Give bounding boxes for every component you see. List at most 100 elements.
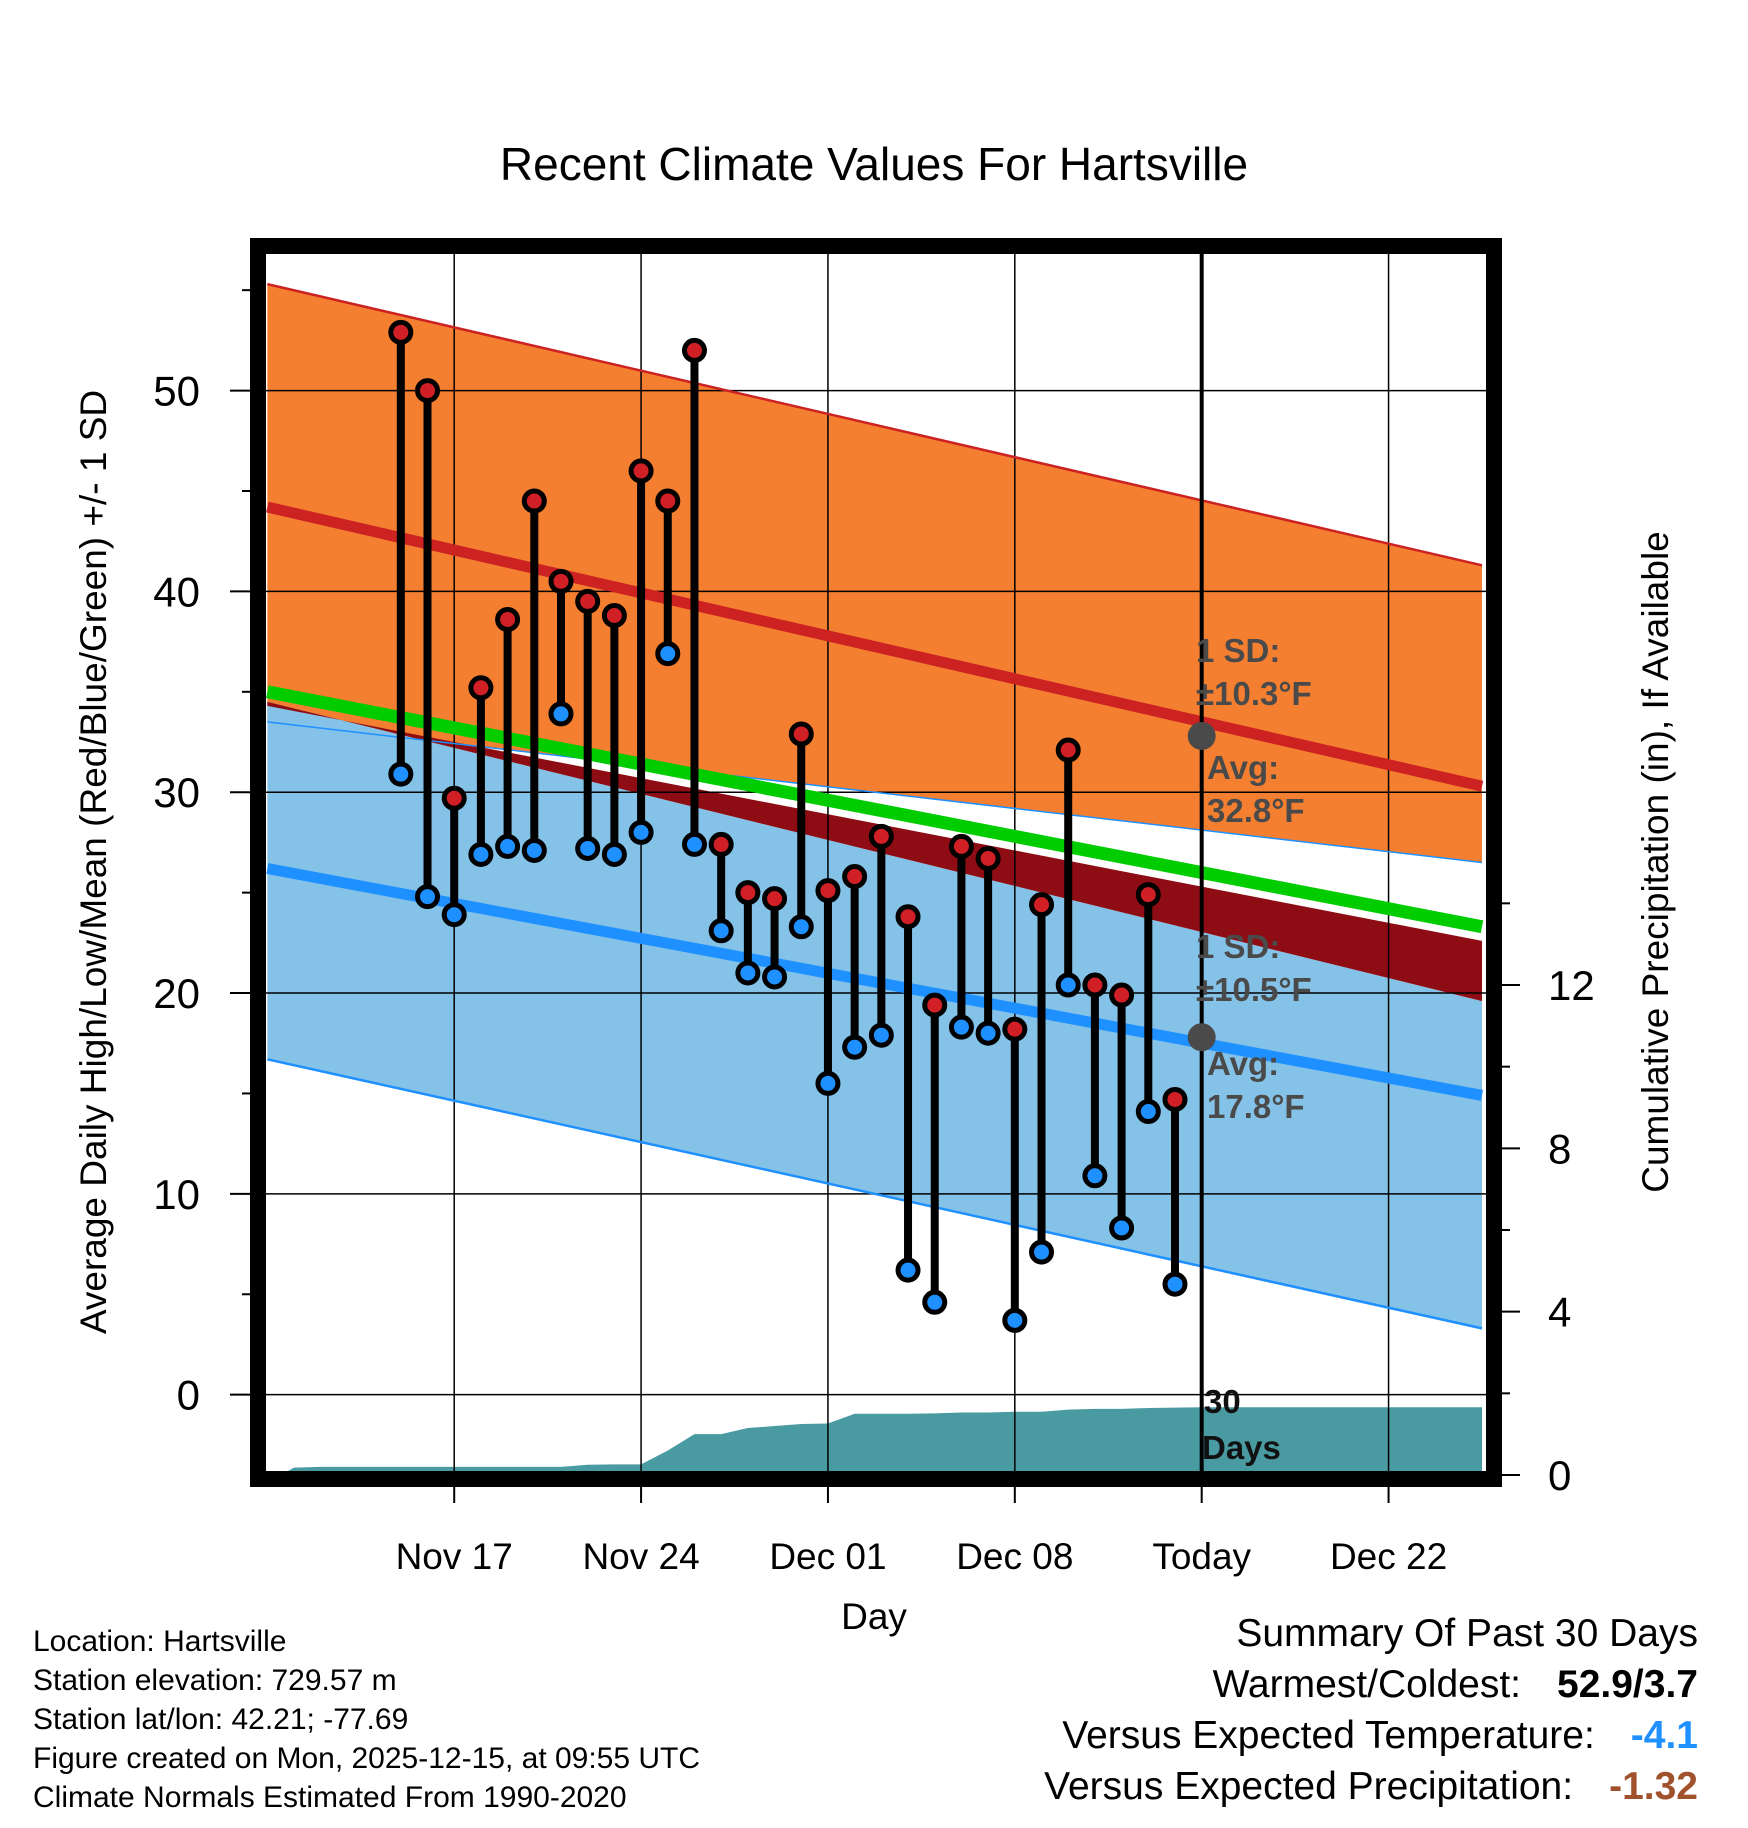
low-avg-value: 17.8°F <box>1207 1088 1305 1125</box>
y-tick-label: 30 <box>153 769 200 816</box>
high-point <box>548 568 574 594</box>
axes: 0 10 20 30 40 50 0 4 8 12 Nov 17 Nov 24 Dec 01 Dec 08… <box>153 289 1595 1577</box>
high-sd-label: 1 SD: <box>1196 632 1280 669</box>
low-point <box>735 960 761 986</box>
y2-tick-label: 0 <box>1548 1452 1571 1499</box>
high-point <box>922 992 948 1018</box>
high-point <box>441 785 467 811</box>
mean-avg-line <box>266 685 1484 934</box>
high-point <box>495 607 521 633</box>
low-point <box>468 841 494 867</box>
x-tick-label: Dec 01 <box>769 1536 886 1577</box>
observed-series <box>388 319 1188 1333</box>
y2-tick-label: 8 <box>1548 1125 1571 1172</box>
warm-cold-label: Warmest/Coldest: <box>1212 1663 1522 1706</box>
low-point <box>1055 972 1081 998</box>
today-markers <box>1187 721 1216 1052</box>
low-point <box>895 1257 921 1283</box>
y-axis-label: Average Daily High/Low/Mean (Red/Blue/Gr… <box>73 390 114 1334</box>
low-point <box>575 835 601 861</box>
precip-area <box>267 1407 1482 1475</box>
low-point <box>681 831 707 857</box>
low-point <box>1082 1163 1108 1189</box>
low-point <box>948 1014 974 1040</box>
high-point <box>975 845 1001 871</box>
low-sd-label: 1 SD: <box>1196 928 1280 965</box>
elevation-text: Station elevation: 729.57 m <box>33 1664 397 1697</box>
precip-label: Versus Expected Precipitation: <box>1044 1765 1574 1808</box>
precip-value: -1.32 <box>1609 1765 1698 1808</box>
high-point <box>521 488 547 514</box>
mean-band <box>267 701 1482 1002</box>
days-count-word: Days <box>1202 1429 1281 1466</box>
high-point <box>601 602 627 628</box>
low-point <box>1135 1099 1161 1125</box>
high-point <box>468 675 494 701</box>
days-count-number: 30 <box>1204 1383 1241 1420</box>
high-avg-label: Avg: <box>1207 749 1279 786</box>
x-axis-label: Day <box>841 1596 907 1637</box>
high-avg-value: 32.8°F <box>1207 792 1305 829</box>
y-tick-label: 0 <box>177 1372 200 1419</box>
high-point <box>762 886 788 912</box>
low-point <box>601 841 627 867</box>
low-point <box>1162 1271 1188 1297</box>
high-point <box>575 588 601 614</box>
low-lower-line <box>267 1058 1483 1330</box>
low-point <box>415 884 441 910</box>
x-tick-label: Nov 24 <box>582 1536 699 1577</box>
low-point <box>1109 1215 1135 1241</box>
high-point <box>655 488 681 514</box>
chart-title: Recent Climate Values For Hartsville <box>500 138 1248 190</box>
low-point <box>1002 1307 1028 1333</box>
high-point <box>1029 892 1055 918</box>
x-tick-label: Dec 08 <box>956 1536 1073 1577</box>
normals-text: Climate Normals Estimated From 1990-2020 <box>33 1781 627 1814</box>
low-point <box>548 701 574 727</box>
low-point <box>842 1034 868 1060</box>
summary-temp-row: Versus Expected Temperature: -4.1 <box>1044 1710 1698 1761</box>
x-tick-label: Nov 17 <box>396 1536 513 1577</box>
today-low-avg-marker <box>1187 1023 1216 1052</box>
normal-lines <box>266 250 1484 1475</box>
today-high-avg-marker <box>1187 721 1216 750</box>
location-text: Location: Hartsville <box>33 1625 287 1658</box>
low-point <box>441 902 467 928</box>
y-tick-label: 10 <box>153 1171 200 1218</box>
station-info: Location: Hartsville Station elevation: … <box>33 1622 700 1817</box>
high-point <box>815 878 841 904</box>
low-avg-label: Avg: <box>1207 1045 1279 1082</box>
low-point <box>628 819 654 845</box>
high-point <box>895 904 921 930</box>
low-point <box>975 1020 1001 1046</box>
low-point <box>708 918 734 944</box>
low-point <box>922 1289 948 1315</box>
low-point <box>788 914 814 940</box>
warm-cold-value: 52.9/3.7 <box>1557 1663 1698 1706</box>
x-tick-label: Dec 22 <box>1330 1536 1447 1577</box>
high-point <box>788 721 814 747</box>
high-point <box>1055 737 1081 763</box>
high-point <box>388 319 414 345</box>
high-point <box>735 880 761 906</box>
summary-panel: Summary Of Past 30 Days Warmest/Coldest:… <box>1044 1608 1698 1812</box>
plot-frame <box>250 238 1502 1487</box>
high-point <box>708 831 734 857</box>
high-lower-line <box>267 721 1483 864</box>
high-point <box>1002 1016 1028 1042</box>
summary-precip-row: Versus Expected Precipitation: -1.32 <box>1044 1761 1698 1812</box>
summary-warm-cold-row: Warmest/Coldest: 52.9/3.7 <box>1044 1659 1698 1710</box>
latlon-text: Station lat/lon: 42.21; -77.69 <box>33 1703 409 1736</box>
high-point <box>628 458 654 484</box>
high-point <box>1082 972 1108 998</box>
y2-tick-label: 12 <box>1548 962 1595 1009</box>
high-point <box>1162 1086 1188 1112</box>
low-point <box>388 761 414 787</box>
low-point <box>868 1022 894 1048</box>
high-avg-line <box>266 501 1484 792</box>
low-avg-line <box>266 863 1484 1101</box>
high-point <box>415 378 441 404</box>
y-tick-label: 50 <box>153 368 200 415</box>
y2-tick-label: 4 <box>1548 1289 1571 1336</box>
